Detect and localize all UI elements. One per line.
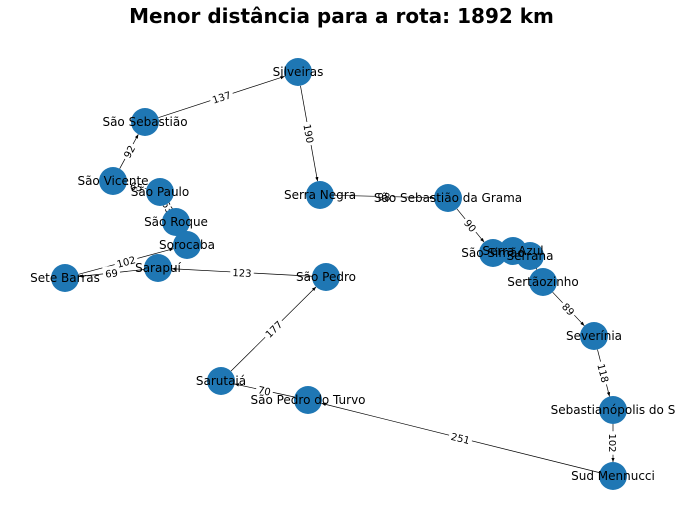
edge-weight-sao-paulo-to-sao-vicente: 65 bbox=[126, 177, 147, 195]
node-label-serrana: Serrana bbox=[507, 249, 554, 263]
edge-weight-text: 190 bbox=[300, 123, 314, 144]
edge-weight-serra-negra-to-sao-sebastiao-grama: 98 bbox=[375, 189, 393, 204]
edge-weight-text: 102 bbox=[606, 433, 617, 452]
node-sorocaba bbox=[173, 231, 201, 259]
edge-weight-sud-mennucci-to-sao-pedro-turvo: 251 bbox=[447, 428, 474, 447]
node-sao-pedro bbox=[312, 263, 340, 291]
edge-weight-severinia-to-sebastianopolis: 118 bbox=[594, 359, 614, 386]
node-serrana bbox=[516, 242, 544, 270]
edge-weight-sao-pedro-turvo-to-sarutaia: 70 bbox=[254, 381, 275, 399]
edge-weight-text: 123 bbox=[232, 268, 252, 280]
node-serra-negra bbox=[306, 181, 334, 209]
node-label-sebastianopolis: Sebastianópolis do S bbox=[551, 403, 676, 417]
node-severinia bbox=[580, 322, 608, 350]
edge-weight-text: 69 bbox=[105, 268, 119, 280]
node-label-sao-pedro: São Pedro bbox=[296, 270, 356, 284]
node-sao-sebastiao-grama bbox=[434, 184, 462, 212]
node-sebastianopolis bbox=[599, 396, 627, 424]
node-label-sao-sebastiao-grama: São Sebastião da Grama bbox=[374, 191, 522, 205]
edge-weight-text: 70 bbox=[257, 385, 272, 398]
node-sao-sebastiao bbox=[131, 108, 159, 136]
edge-weight-silveiras-to-serra-negra: 190 bbox=[300, 120, 318, 147]
node-label-sarapui: Sarapuí bbox=[135, 261, 181, 275]
edge-weight-text: 65 bbox=[129, 181, 144, 195]
node-label-sarutaia: Sarutaiá bbox=[196, 374, 246, 388]
node-label-serra-negra: Serra Negra bbox=[284, 188, 356, 202]
node-label-sertaozinho: Sertãozinho bbox=[507, 275, 579, 289]
node-label-sao-paulo: São Paulo bbox=[131, 185, 189, 199]
edge-weight-text: 102 bbox=[116, 255, 137, 271]
edge-weight-sebastianopolis-to-sud-mennucci: 102 bbox=[606, 431, 620, 455]
node-silveiras bbox=[284, 58, 312, 86]
node-sao-vicente bbox=[99, 167, 127, 195]
edge-weight-text: 118 bbox=[594, 363, 609, 384]
diagram-title: Menor distância para a rota: 1892 km bbox=[129, 4, 554, 28]
node-label-serra-azul: Serra Azul bbox=[482, 244, 543, 258]
node-sao-roque bbox=[162, 208, 190, 236]
edge-weight-text: 251 bbox=[450, 432, 471, 447]
edge-weight-sao-sebastiao-grama-to-sao-simao: 90 bbox=[460, 214, 482, 236]
node-sud-mennucci bbox=[599, 462, 627, 490]
node-label-sud-mennucci: Sud Mennucci bbox=[571, 469, 655, 483]
node-label-sao-sebastiao: São Sebastião bbox=[102, 115, 187, 129]
node-sao-pedro-turvo bbox=[294, 386, 322, 414]
edge-weight-sete-barras-to-sorocaba: 102 bbox=[112, 251, 139, 271]
node-sarapui bbox=[144, 254, 172, 282]
node-label-sao-roque: São Roque bbox=[144, 215, 208, 229]
edge-weight-sao-sebastiao-to-silveiras: 137 bbox=[208, 86, 235, 107]
edge-weight-sao-vicente-to-sao-sebastiao: 92 bbox=[118, 140, 139, 162]
nodes-layer bbox=[51, 58, 627, 490]
node-label-silveiras: Silveiras bbox=[273, 65, 324, 79]
node-sarutaia bbox=[207, 367, 235, 395]
node-label-sao-simao: São Simão bbox=[461, 246, 524, 260]
node-sao-paulo bbox=[146, 178, 174, 206]
node-sete-barras bbox=[51, 264, 79, 292]
edge-weight-sarapui-to-sete-barras: 69 bbox=[102, 265, 121, 281]
node-label-sao-pedro-turvo: São Pedro do Turvo bbox=[250, 393, 365, 407]
node-label-sorocaba: Sorocaba bbox=[159, 238, 215, 252]
edge-weight-text: 98 bbox=[377, 192, 390, 203]
node-label-sao-vicente: São Vicente bbox=[77, 174, 148, 188]
edge-weight-sao-pedro-to-sarapui: 123 bbox=[229, 264, 255, 280]
node-label-sete-barras: Sete Barras bbox=[30, 271, 100, 285]
node-label-severinia: Severínia bbox=[566, 329, 622, 343]
node-sertaozinho bbox=[529, 268, 557, 296]
edge-weight-text: 92 bbox=[122, 144, 138, 160]
